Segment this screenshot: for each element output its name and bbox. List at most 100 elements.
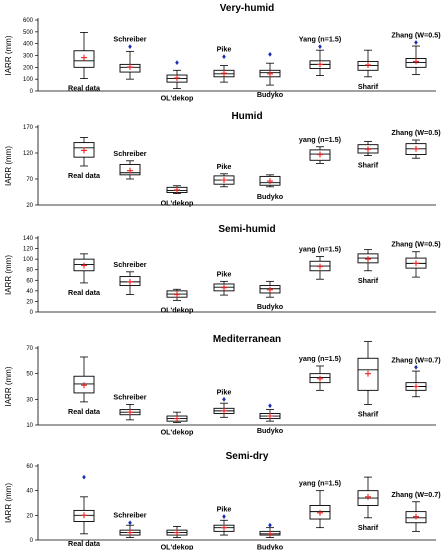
category-label: yang (n=1.5): [299, 245, 342, 254]
category-label: Budyko: [257, 426, 284, 435]
y-tick-label: 400: [23, 42, 34, 48]
y-tick-label: 0: [30, 89, 34, 95]
box-6: Sharif: [357, 49, 379, 91]
category-label: OL'dekop: [161, 427, 194, 436]
category-label: Real data: [68, 288, 101, 297]
box-1: Schreiber: [113, 149, 147, 180]
box-3: Pike: [213, 45, 235, 83]
y-axis-label: IARR (mm): [4, 483, 13, 523]
box-6: Sharif: [357, 476, 379, 532]
y-tick-label: 70: [26, 177, 33, 183]
y-tick-label: 600: [23, 18, 34, 24]
outlier-point: [222, 396, 226, 402]
category-label: Sharif: [358, 409, 379, 418]
category-label: Budyko: [257, 302, 284, 311]
y-tick-label: 80: [26, 268, 33, 274]
outlier-point: [175, 60, 179, 65]
panel-3: Mediterranean IARR (mm) 10 30 50 70 Real data S…: [4, 334, 441, 436]
panel-title: Semi-humid: [218, 224, 275, 235]
category-label: Budyko: [257, 192, 284, 201]
category-label: yang (n=1.5): [299, 479, 342, 488]
category-label: yang (n=1.5): [299, 135, 342, 144]
box-4: Budyko: [257, 51, 284, 99]
box-0: Real data: [68, 136, 101, 180]
y-tick-label: 100: [23, 77, 34, 83]
category-label: Schreiber: [113, 35, 146, 44]
panel-title: Humid: [231, 111, 262, 122]
box-4: Budyko: [257, 403, 284, 435]
outlier-point: [268, 51, 272, 57]
box-6: Sharif: [357, 141, 379, 170]
y-tick-label: 60: [26, 278, 33, 284]
category-label: Real data: [68, 407, 101, 416]
box-7: Zhang (W=0.7): [391, 355, 441, 398]
box-2: OL'dekop: [161, 60, 194, 103]
box-4: Budyko: [257, 174, 284, 201]
y-axis-label: IARR (mm): [4, 146, 13, 186]
y-axis-label: IARR (mm): [4, 366, 13, 406]
box-2: OL'dekop: [161, 288, 194, 314]
outlier-point: [222, 54, 226, 60]
category-label: Pike: [217, 269, 232, 278]
y-tick-label: 300: [23, 54, 34, 60]
y-tick-label: 170: [23, 125, 34, 131]
outlier-point: [414, 364, 418, 370]
y-tick-label: 20: [26, 299, 33, 305]
y-tick-label: 50: [26, 372, 33, 378]
box-7: Zhang (W=0.7): [391, 490, 441, 532]
category-label: Zhang (W=0.7): [391, 355, 441, 364]
category-label: Budyko: [257, 90, 284, 99]
category-label: yang (n=1.5): [299, 354, 342, 363]
category-label: Real data: [68, 171, 101, 180]
outlier-point: [268, 403, 272, 409]
y-tick-label: 500: [23, 30, 34, 36]
box-7: Zhang (W=0.5): [391, 30, 441, 75]
panel-title: Semi-dry: [226, 451, 269, 462]
box-5: yang (n=1.5): [299, 354, 342, 391]
category-label: Pike: [217, 162, 232, 171]
box-3: Pike: [213, 162, 235, 188]
box-7: Zhang (W=0.5): [391, 240, 441, 278]
category-label: Zhang (W=0.5): [391, 128, 441, 137]
y-tick-label: 20: [26, 203, 33, 209]
category-label: OL'dekop: [161, 305, 194, 314]
box-2: OL'dekop: [161, 526, 194, 550]
category-label: Schreiber: [113, 149, 146, 158]
y-tick-label: 40: [26, 489, 33, 495]
outlier-point: [128, 44, 132, 50]
box-1: Schreiber: [113, 392, 147, 421]
outlier-point: [318, 44, 322, 50]
category-label: Schreiber: [113, 260, 146, 269]
panel-0: Very-humid IARR (mm) 0 100 200 300 400 500 600 Re…: [4, 3, 441, 103]
panel-1: Humid IARR (mm) 20 70 120 170 Real data Schreib…: [4, 111, 441, 209]
y-axis-label: IARR (mm): [4, 35, 13, 75]
y-tick-label: 70: [26, 346, 33, 352]
box-0: Real data: [68, 32, 101, 93]
category-label: Pike: [217, 387, 232, 396]
box-4: Budyko: [257, 522, 284, 550]
y-tick-label: 120: [23, 247, 34, 253]
box-0: Real data: [68, 474, 101, 548]
box-2: OL'dekop: [161, 411, 194, 436]
category-label: Zhang (W=0.7): [391, 490, 441, 499]
y-tick-label: 40: [26, 289, 33, 295]
y-tick-label: 20: [26, 513, 33, 519]
box-6: Sharif: [357, 249, 379, 285]
outlier-point: [268, 522, 272, 528]
category-label: Zhang (W=0.5): [391, 240, 441, 249]
box-3: Pike: [213, 387, 235, 418]
box-0: Real data: [68, 253, 101, 297]
category-label: Pike: [217, 505, 232, 514]
category-label: Zhang (W=0.5): [391, 30, 441, 39]
category-label: Pike: [217, 45, 232, 54]
box-3: Pike: [213, 269, 235, 296]
category-label: OL'dekop: [161, 94, 194, 103]
box-5: yang (n=1.5): [299, 245, 342, 280]
y-tick-label: 0: [30, 538, 34, 544]
outlier-point: [128, 520, 132, 526]
category-label: Schreiber: [113, 392, 146, 401]
outlier-point: [414, 40, 418, 45]
y-tick-label: 120: [23, 151, 34, 157]
box-5: yang (n=1.5): [299, 135, 342, 164]
